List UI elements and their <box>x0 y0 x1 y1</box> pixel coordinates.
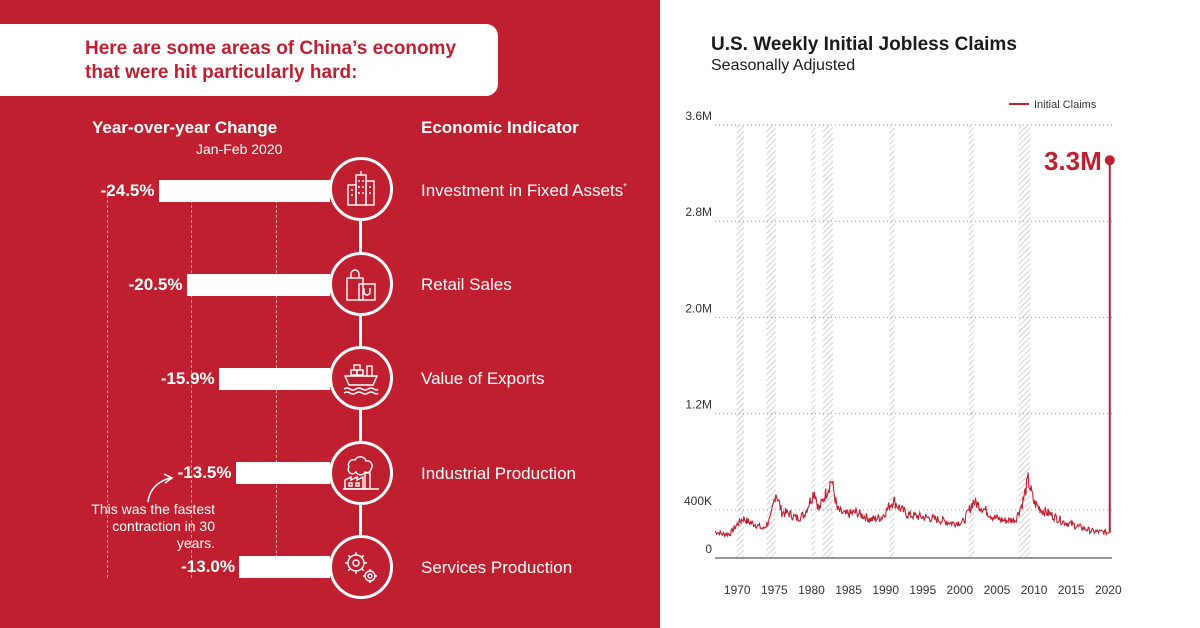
y-tick-label: 2.0M <box>685 301 712 315</box>
indicator-circle-investment <box>329 157 393 221</box>
x-tick-label: 2010 <box>1021 583 1048 597</box>
x-tick-label: 1995 <box>909 583 936 597</box>
indicator-label-investment: Investment in Fixed Assets* <box>421 181 627 200</box>
value-retail: -20.5% <box>128 275 183 294</box>
change-column-title: Year-over-year Change <box>92 118 278 137</box>
factory-icon <box>343 456 379 490</box>
value-services: -13.0% <box>181 557 235 576</box>
x-tick-label: 1975 <box>761 583 788 597</box>
indicator-label-exports: Value of Exports <box>421 369 545 388</box>
indicator-circle-services <box>329 535 393 599</box>
china-panel: Here are some areas of China’s economy t… <box>0 0 660 628</box>
legend-label: Initial Claims <box>1034 99 1097 111</box>
x-tick-label: 1985 <box>835 583 862 597</box>
y-tick-label: 400K <box>684 494 712 508</box>
series-line-initial-claims <box>714 472 1110 539</box>
peak-label: 3.3M <box>1044 146 1102 176</box>
recession-band <box>736 125 744 558</box>
recession-band <box>822 125 833 558</box>
recession-band <box>766 125 776 558</box>
cargo-ship-icon <box>343 364 379 395</box>
legend: Initial Claims <box>1009 99 1097 111</box>
indicator-circle-industrial <box>329 441 393 505</box>
chart-title: U.S. Weekly Initial Jobless Claims <box>711 34 1017 55</box>
chart-subtitle: Seasonally Adjusted <box>711 57 856 74</box>
y-tick-label: 0 <box>705 542 712 556</box>
x-tick-label: 2000 <box>947 583 974 597</box>
peak-point <box>1104 155 1115 166</box>
gridline-20 <box>191 190 192 578</box>
x-tick-label: 1980 <box>798 583 825 597</box>
jobless-claims-panel: U.S. Weekly Initial Jobless Claims Seaso… <box>660 0 1200 628</box>
bar-investment <box>158 180 330 202</box>
bar-services <box>239 556 330 578</box>
skyscraper-icon <box>347 171 375 206</box>
x-tick-label: 2005 <box>984 583 1011 597</box>
y-tick-label: 3.6M <box>685 109 712 123</box>
x-tick-label: 1990 <box>872 583 899 597</box>
recession-band <box>968 125 974 558</box>
headline-text: Here are some areas of China’s economy t… <box>85 38 457 83</box>
indicator-label-retail: Retail Sales <box>421 275 512 294</box>
contraction-note: This was the fastest contraction in 30 y… <box>91 501 215 551</box>
recession-band <box>811 125 816 558</box>
indicator-circle-retail <box>329 252 393 316</box>
value-investment: -24.5% <box>100 181 155 200</box>
value-exports: -15.9% <box>160 369 215 388</box>
headline-banner: Here are some areas of China’s economy t… <box>0 24 498 96</box>
recession-band <box>1018 125 1031 558</box>
note-arrow-icon <box>147 473 174 503</box>
jobless-claims-chart: 0 400K 1.2M 2.0M 2.8M 3.6M 1970 1975 1980 1985 19… <box>684 99 1122 597</box>
bar-exports <box>218 368 330 390</box>
y-tick-label: 2.8M <box>685 205 712 219</box>
y-tick-label: 1.2M <box>685 398 712 412</box>
change-column-subtitle: Jan-Feb 2020 <box>196 141 283 157</box>
indicator-label-services: Services Production <box>421 558 573 577</box>
bar-industrial <box>235 462 330 484</box>
x-tick-label: 2015 <box>1058 583 1085 597</box>
recession-band <box>889 125 895 558</box>
gridline-30 <box>107 190 108 578</box>
shopping-bag-icon <box>346 269 376 301</box>
indicator-column-title: Economic Indicator <box>421 118 579 137</box>
value-industrial: -13.5% <box>177 463 232 482</box>
indicator-label-industrial: Industrial Production <box>421 464 576 483</box>
bar-retail <box>186 274 330 296</box>
indicator-circle-exports <box>329 346 393 410</box>
gears-icon <box>345 552 377 583</box>
x-tick-label: 2020 <box>1095 583 1122 597</box>
x-tick-label: 1970 <box>724 583 751 597</box>
